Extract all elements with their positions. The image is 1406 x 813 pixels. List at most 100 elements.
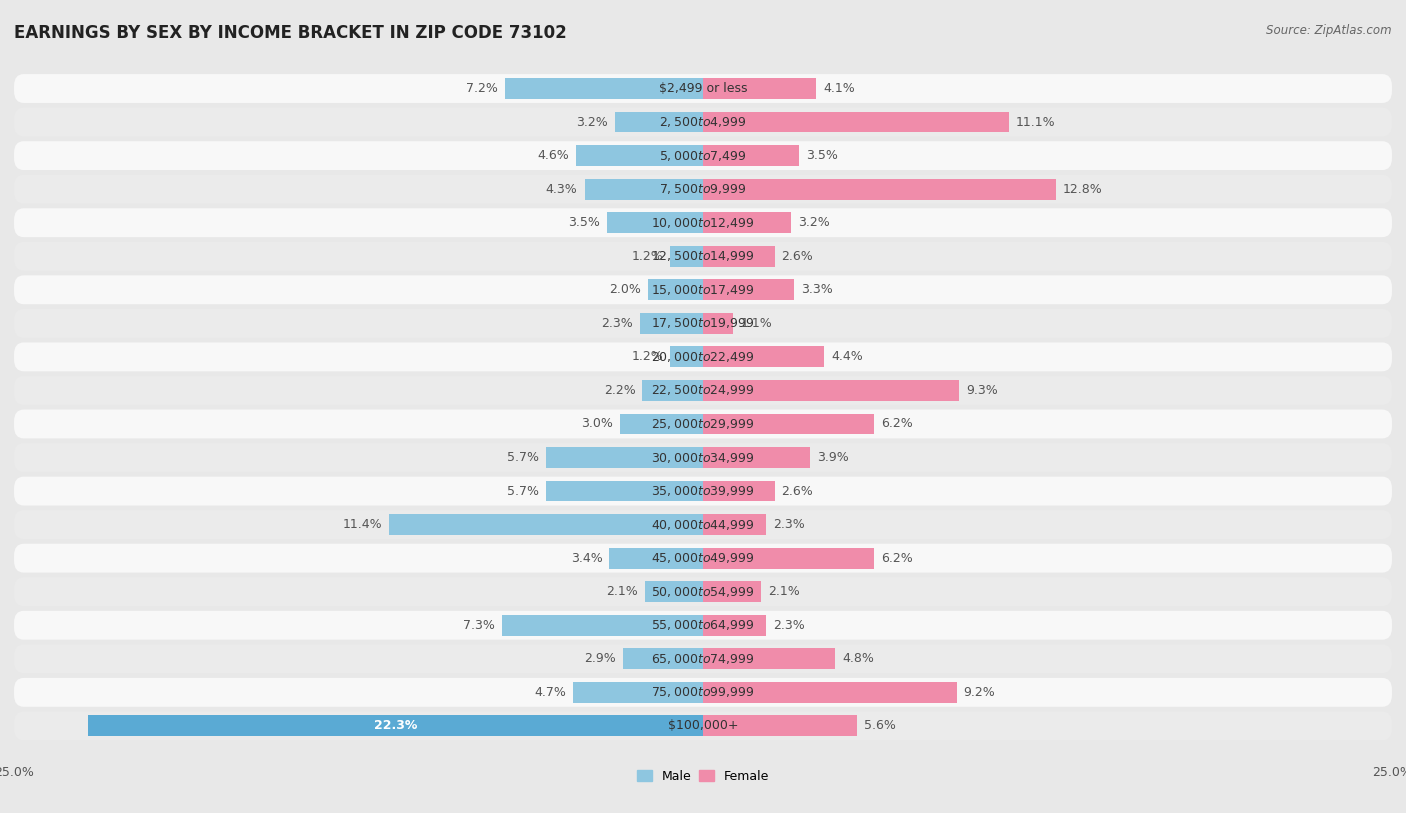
Bar <box>703 649 835 669</box>
Bar <box>703 414 875 434</box>
Bar <box>703 246 775 267</box>
Text: 9.3%: 9.3% <box>966 384 998 397</box>
Bar <box>703 380 959 401</box>
Text: 4.7%: 4.7% <box>534 686 567 699</box>
Bar <box>623 649 703 669</box>
Bar <box>703 146 800 166</box>
Text: 4.4%: 4.4% <box>831 350 863 363</box>
Text: 7.3%: 7.3% <box>463 619 495 632</box>
FancyBboxPatch shape <box>14 107 1392 137</box>
Bar <box>703 514 766 535</box>
Text: $25,000 to $29,999: $25,000 to $29,999 <box>651 417 755 431</box>
Text: $7,500 to $9,999: $7,500 to $9,999 <box>659 182 747 196</box>
Text: $5,000 to $7,499: $5,000 to $7,499 <box>659 149 747 163</box>
Text: 1.1%: 1.1% <box>740 317 772 330</box>
FancyBboxPatch shape <box>14 376 1392 405</box>
Bar <box>620 414 703 434</box>
Text: $50,000 to $54,999: $50,000 to $54,999 <box>651 585 755 598</box>
Text: $75,000 to $99,999: $75,000 to $99,999 <box>651 685 755 699</box>
FancyBboxPatch shape <box>14 711 1392 741</box>
Text: 2.3%: 2.3% <box>600 317 633 330</box>
Text: 2.6%: 2.6% <box>782 250 813 263</box>
Text: 22.3%: 22.3% <box>374 720 418 733</box>
FancyBboxPatch shape <box>14 309 1392 337</box>
Text: 1.2%: 1.2% <box>631 350 664 363</box>
Text: 3.5%: 3.5% <box>807 149 838 162</box>
FancyBboxPatch shape <box>14 443 1392 472</box>
Text: $20,000 to $22,499: $20,000 to $22,499 <box>651 350 755 364</box>
Text: 5.7%: 5.7% <box>508 451 538 464</box>
Text: $55,000 to $64,999: $55,000 to $64,999 <box>651 618 755 633</box>
FancyBboxPatch shape <box>14 410 1392 438</box>
Bar <box>703 447 810 468</box>
Text: 2.3%: 2.3% <box>773 619 806 632</box>
Text: 12.8%: 12.8% <box>1063 183 1102 196</box>
Text: $2,499 or less: $2,499 or less <box>659 82 747 95</box>
Text: $17,500 to $19,999: $17,500 to $19,999 <box>651 316 755 330</box>
FancyBboxPatch shape <box>14 645 1392 673</box>
FancyBboxPatch shape <box>14 678 1392 706</box>
Text: $22,500 to $24,999: $22,500 to $24,999 <box>651 384 755 398</box>
Text: 3.2%: 3.2% <box>576 115 607 128</box>
Text: 3.9%: 3.9% <box>817 451 849 464</box>
Text: 5.7%: 5.7% <box>508 485 538 498</box>
FancyBboxPatch shape <box>14 241 1392 271</box>
Text: $35,000 to $39,999: $35,000 to $39,999 <box>651 484 755 498</box>
Text: $2,500 to $4,999: $2,500 to $4,999 <box>659 115 747 129</box>
Text: 3.3%: 3.3% <box>801 283 832 296</box>
Text: 11.1%: 11.1% <box>1015 115 1056 128</box>
Text: 5.6%: 5.6% <box>865 720 896 733</box>
Text: 7.2%: 7.2% <box>465 82 498 95</box>
FancyBboxPatch shape <box>14 544 1392 572</box>
FancyBboxPatch shape <box>14 141 1392 170</box>
Bar <box>703 581 761 602</box>
Bar <box>669 346 703 367</box>
Text: $12,500 to $14,999: $12,500 to $14,999 <box>651 250 755 263</box>
FancyBboxPatch shape <box>14 74 1392 103</box>
Text: 2.9%: 2.9% <box>585 652 616 665</box>
Bar <box>669 246 703 267</box>
FancyBboxPatch shape <box>14 276 1392 304</box>
FancyBboxPatch shape <box>14 342 1392 372</box>
Text: 3.0%: 3.0% <box>582 418 613 430</box>
Bar <box>643 380 703 401</box>
Text: 4.6%: 4.6% <box>537 149 569 162</box>
Bar <box>89 715 703 737</box>
Bar <box>645 581 703 602</box>
Text: $15,000 to $17,499: $15,000 to $17,499 <box>651 283 755 297</box>
Text: $45,000 to $49,999: $45,000 to $49,999 <box>651 551 755 565</box>
Bar <box>648 280 703 300</box>
Bar <box>389 514 703 535</box>
Legend: Male, Female: Male, Female <box>631 765 775 788</box>
Bar <box>703 78 815 99</box>
Bar <box>609 548 703 568</box>
Text: 2.2%: 2.2% <box>603 384 636 397</box>
Text: $30,000 to $34,999: $30,000 to $34,999 <box>651 450 755 464</box>
Text: $40,000 to $44,999: $40,000 to $44,999 <box>651 518 755 532</box>
Text: $65,000 to $74,999: $65,000 to $74,999 <box>651 652 755 666</box>
Text: 2.6%: 2.6% <box>782 485 813 498</box>
Text: $100,000+: $100,000+ <box>668 720 738 733</box>
Bar <box>502 615 703 636</box>
FancyBboxPatch shape <box>14 611 1392 640</box>
Bar <box>546 480 703 502</box>
Bar <box>703 615 766 636</box>
Bar <box>546 447 703 468</box>
Text: 2.0%: 2.0% <box>609 283 641 296</box>
FancyBboxPatch shape <box>14 476 1392 506</box>
FancyBboxPatch shape <box>14 175 1392 203</box>
FancyBboxPatch shape <box>14 208 1392 237</box>
Text: EARNINGS BY SEX BY INCOME BRACKET IN ZIP CODE 73102: EARNINGS BY SEX BY INCOME BRACKET IN ZIP… <box>14 24 567 42</box>
Bar <box>703 346 824 367</box>
Text: 11.4%: 11.4% <box>342 518 382 531</box>
Text: 9.2%: 9.2% <box>963 686 995 699</box>
Bar <box>703 480 775 502</box>
FancyBboxPatch shape <box>14 577 1392 606</box>
Bar <box>585 179 703 199</box>
Text: $10,000 to $12,499: $10,000 to $12,499 <box>651 215 755 230</box>
Text: 6.2%: 6.2% <box>880 418 912 430</box>
Bar <box>703 682 956 702</box>
Text: 6.2%: 6.2% <box>880 552 912 565</box>
Bar <box>576 146 703 166</box>
FancyBboxPatch shape <box>14 511 1392 539</box>
